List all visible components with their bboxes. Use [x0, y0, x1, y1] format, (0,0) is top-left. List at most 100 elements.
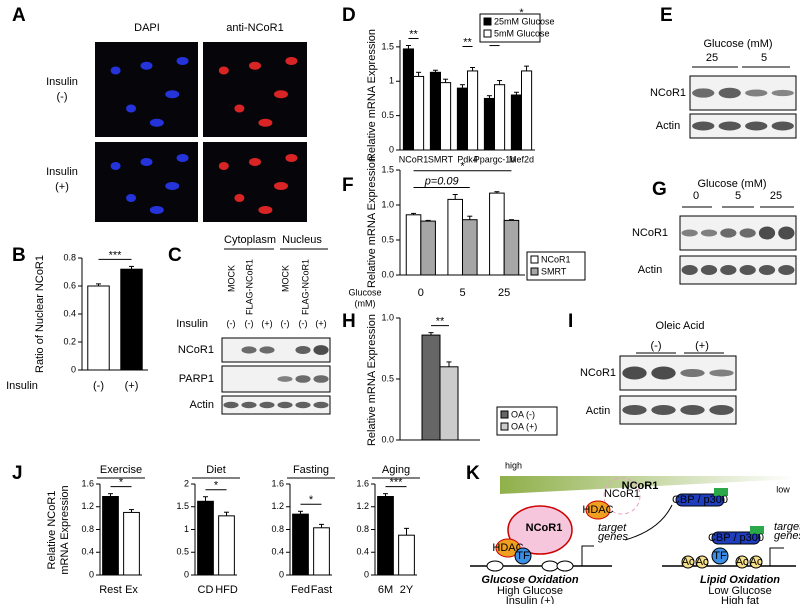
band — [778, 264, 795, 276]
band — [709, 404, 734, 416]
blot-level: 5 — [761, 52, 767, 64]
bar — [405, 214, 422, 276]
nucleosome — [556, 560, 574, 572]
y-tick-label: 0.4 — [356, 547, 369, 557]
bar — [398, 534, 415, 576]
nucleus — [149, 118, 164, 127]
ncor1-complex — [507, 505, 573, 555]
nucleus — [234, 104, 245, 113]
state-title: Lipid Oxidation — [700, 574, 780, 586]
nucleus — [140, 61, 153, 70]
legend-swatch — [500, 410, 509, 419]
legend-label: 25mM Glucose — [494, 16, 555, 26]
blot-level: 0 — [693, 190, 699, 202]
condition: Insulin (+) — [506, 595, 555, 604]
significance-label: * — [519, 7, 524, 19]
lane-label: FLAG-NCoR1 — [300, 259, 310, 315]
y-tick-label: 1.5 — [176, 501, 189, 511]
band — [277, 401, 293, 409]
tf — [514, 547, 532, 565]
significance-label: * — [460, 161, 465, 173]
target-label: genes — [774, 530, 800, 542]
bar — [494, 84, 506, 151]
nucleus — [176, 154, 189, 162]
panel-label: E — [660, 5, 673, 26]
y-tick-label: 0 — [279, 569, 284, 579]
target-label: genes — [598, 531, 628, 543]
significance-label: * — [214, 480, 219, 492]
treatment-level: (-) — [281, 318, 290, 328]
y-tick-label: 0 — [184, 569, 189, 579]
panel-label: J — [12, 463, 23, 484]
band — [259, 346, 275, 354]
bar — [197, 500, 214, 576]
band — [223, 401, 239, 409]
significance-label: * — [119, 477, 124, 489]
nucleus — [110, 162, 121, 170]
nucleus — [140, 158, 153, 166]
blot-label: Actin — [586, 405, 610, 417]
acetyl — [735, 555, 749, 569]
band — [745, 89, 768, 97]
blot-level: 5 — [735, 190, 741, 202]
panel-label: D — [342, 5, 356, 26]
bar — [402, 48, 414, 151]
y-tick-label: 1.0 — [381, 312, 394, 322]
band — [718, 121, 741, 131]
y-tick-label: 0.4 — [271, 547, 284, 557]
blot-label: Actin — [638, 264, 662, 276]
panel-label: B — [12, 245, 26, 266]
band — [295, 345, 311, 355]
acetyl — [749, 555, 763, 569]
treatment-level: (-) — [245, 318, 254, 328]
hdac — [585, 500, 611, 520]
treatment-levels: (-) (-) (+) (-) (-) (+) — [227, 318, 327, 328]
band — [277, 376, 293, 382]
x-tick-label: SMRT — [428, 154, 454, 164]
legend-label: 5mM Glucose — [494, 28, 550, 38]
acetyl — [695, 555, 709, 569]
condition: Low Glucose — [708, 585, 772, 597]
blot-level: 25 — [770, 190, 782, 202]
y-tick-label: 0.8 — [81, 524, 94, 534]
acetyl — [681, 555, 695, 569]
band — [295, 401, 311, 409]
nucleus — [176, 57, 189, 65]
band — [739, 264, 756, 276]
band — [680, 368, 705, 378]
bar — [87, 285, 110, 371]
nucleus — [149, 206, 164, 214]
x-axis-label: Glucose — [348, 287, 381, 297]
band — [680, 404, 705, 416]
gradient-low: low — [776, 484, 790, 494]
y-tick-label: 0.8 — [63, 252, 76, 262]
bar — [440, 82, 452, 151]
treatment-level: (-) — [299, 318, 308, 328]
x-tick-label: 5 — [459, 287, 465, 299]
blot — [221, 337, 331, 363]
y-tick-label: 0 — [89, 569, 94, 579]
legend-swatch — [530, 255, 539, 264]
panel-label: C — [168, 245, 182, 266]
x-tick-label: 25 — [498, 287, 510, 299]
significance-label: *** — [109, 249, 123, 261]
y-axis-label: Ratio of Nuclear NCoR1 — [34, 255, 46, 373]
y-tick-label: 1.6 — [81, 478, 94, 488]
x-tick-label: HFD — [215, 584, 238, 596]
nucleus — [234, 194, 245, 202]
x-tick-label: 0 — [418, 287, 424, 299]
band — [259, 401, 275, 409]
band — [681, 229, 698, 237]
target-label: target — [598, 522, 627, 534]
blot-label: NCoR1 — [178, 344, 214, 356]
chart-title: Aging — [382, 464, 410, 476]
blot-level: (+) — [695, 340, 709, 352]
band — [718, 87, 741, 99]
band — [681, 264, 698, 276]
significance-label: ** — [463, 36, 472, 48]
bar — [456, 87, 468, 151]
x-tick-label: Ppargc-1b — [474, 154, 516, 164]
band — [778, 226, 795, 240]
bar — [429, 71, 441, 151]
